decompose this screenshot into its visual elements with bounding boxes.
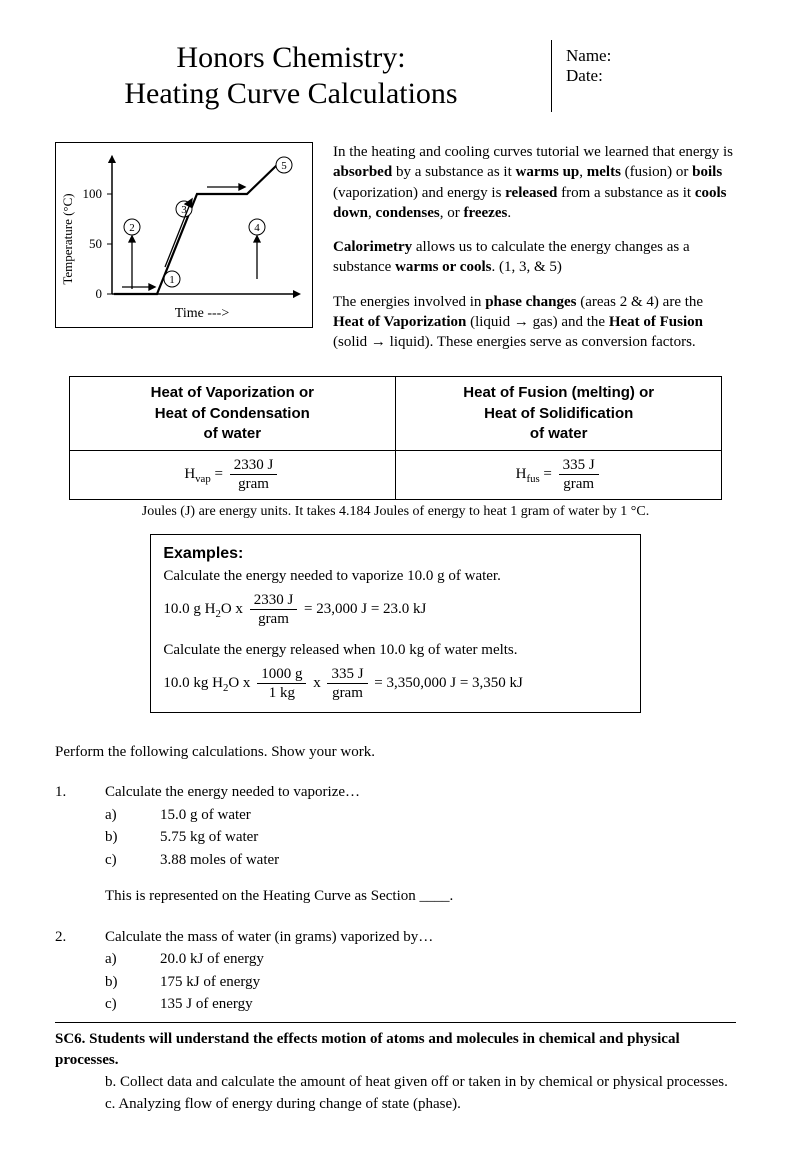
- question-2: 2. Calculate the mass of water (in grams…: [55, 926, 736, 1016]
- page-title: Honors Chemistry: Heating Curve Calculat…: [55, 40, 537, 112]
- title-line-2: Heating Curve Calculations: [124, 77, 457, 110]
- y-axis-label: Temperature (°C): [62, 193, 75, 284]
- vap-value-cell: Hvap = 2330 Jgram: [69, 451, 395, 500]
- x-axis-label: Time --->: [175, 306, 230, 321]
- intro-p2: Calorimetry allows us to calculate the e…: [333, 237, 736, 278]
- fus-header: Heat of Fusion (melting) or Heat of Soli…: [396, 377, 722, 451]
- examples-title: Examples:: [163, 543, 627, 565]
- standards-section: SC6. Students will understand the effect…: [55, 1029, 736, 1116]
- header-meta: Name: Date:: [566, 40, 736, 112]
- joule-footnote: Joules (J) are energy units. It takes 4.…: [55, 504, 736, 520]
- examples-box: Examples: Calculate the energy needed to…: [150, 534, 640, 713]
- intro-text: In the heating and cooling curves tutori…: [333, 142, 736, 366]
- vap-fraction: 2330 Jgram: [230, 457, 278, 493]
- q1-section-note: This is represented on the Heating Curve…: [105, 885, 736, 908]
- region-5: 5: [281, 160, 287, 172]
- q2-stem: Calculate the mass of water (in grams) v…: [105, 926, 736, 949]
- footer-divider: [55, 1022, 736, 1023]
- example-2-text: Calculate the energy released when 10.0 …: [163, 640, 627, 660]
- region-1: 1: [169, 274, 175, 286]
- q1-stem: Calculate the energy needed to vaporize…: [105, 781, 736, 804]
- fus-value-cell: Hfus = 335 Jgram: [396, 451, 722, 500]
- title-line-1: Honors Chemistry:: [176, 41, 405, 74]
- example-1-text: Calculate the energy needed to vaporize …: [163, 566, 627, 586]
- heat-constants-table: Heat of Vaporization or Heat of Condensa…: [69, 376, 723, 499]
- standards-head: SC6. Students will understand the effect…: [55, 1031, 680, 1069]
- heating-curve-graph: Temperature (°C) 0 50 100: [55, 142, 313, 328]
- standard-c: c. Analyzing flow of energy during chang…: [105, 1094, 736, 1116]
- question-1: 1. Calculate the energy needed to vapori…: [55, 781, 736, 871]
- ytick-50: 50: [89, 236, 102, 251]
- name-label: Name:: [566, 46, 611, 65]
- ytick-0: 0: [96, 286, 103, 301]
- page-header: Honors Chemistry: Heating Curve Calculat…: [55, 40, 736, 112]
- heating-curve-svg: Temperature (°C) 0 50 100: [62, 149, 306, 325]
- date-label: Date:: [566, 66, 603, 85]
- standard-b: b. Collect data and calculate the amount…: [105, 1072, 736, 1094]
- intro-p3: The energies involved in phase changes (…: [333, 292, 736, 353]
- header-divider: [551, 40, 552, 112]
- fus-fraction: 335 Jgram: [559, 457, 599, 493]
- region-2: 2: [129, 222, 135, 234]
- problems-intro: Perform the following calculations. Show…: [55, 741, 736, 764]
- graph-intro-row: Temperature (°C) 0 50 100: [55, 142, 736, 366]
- ytick-100: 100: [83, 186, 103, 201]
- vap-header: Heat of Vaporization or Heat of Condensa…: [69, 377, 395, 451]
- example-1-eq: 10.0 g H2O x 2330 Jgram = 23,000 J = 23.…: [163, 592, 627, 628]
- problems-section: Perform the following calculations. Show…: [55, 741, 736, 1016]
- region-4: 4: [254, 222, 260, 234]
- example-2-eq: 10.0 kg H2O x 1000 g1 kg x 335 Jgram = 3…: [163, 666, 627, 702]
- intro-p1: In the heating and cooling curves tutori…: [333, 142, 736, 223]
